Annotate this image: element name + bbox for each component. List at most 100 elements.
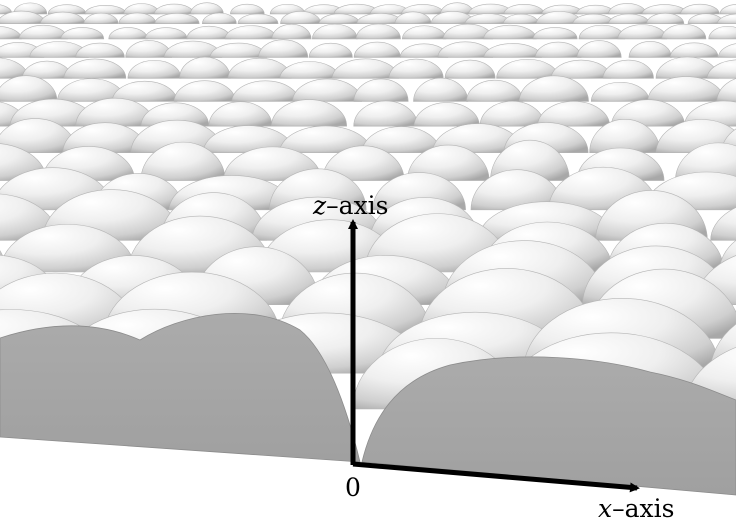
dome [47, 4, 87, 15]
dome [483, 24, 537, 40]
dome [173, 80, 236, 102]
dome [308, 42, 353, 58]
dome [0, 219, 7, 273]
dome [496, 59, 560, 79]
dome [719, 3, 736, 15]
dome [322, 145, 405, 181]
dome [716, 75, 736, 102]
dome [237, 13, 279, 24]
dome [271, 99, 347, 127]
dome [60, 27, 105, 40]
dome [680, 3, 720, 15]
cross-section-left [0, 313, 361, 463]
dome [535, 41, 582, 58]
dome [394, 11, 432, 24]
dome [140, 141, 226, 181]
dome [63, 58, 127, 79]
dome [318, 13, 360, 24]
dome [675, 142, 736, 181]
dome [719, 225, 736, 273]
dome [18, 24, 68, 40]
dome [353, 41, 401, 58]
axes [348, 219, 640, 493]
dome [537, 101, 611, 127]
dome [190, 2, 224, 15]
dome [208, 101, 273, 127]
dome [0, 142, 47, 181]
dome [258, 39, 309, 58]
dome [75, 42, 125, 58]
dome [550, 59, 612, 79]
dome [602, 59, 654, 79]
dome [706, 59, 736, 79]
dome [123, 3, 160, 15]
dome [108, 27, 148, 40]
dome [40, 11, 86, 24]
dome [279, 61, 340, 79]
dome [608, 13, 650, 24]
dome [483, 43, 542, 58]
dome [224, 25, 277, 40]
dome [202, 12, 237, 24]
dome [503, 13, 539, 24]
dome [209, 42, 267, 58]
dome [572, 13, 615, 24]
dome [532, 27, 578, 40]
dome [268, 168, 367, 211]
dome [466, 79, 524, 102]
dome [503, 4, 545, 15]
dome [710, 198, 736, 241]
dome [518, 75, 589, 102]
dome [292, 78, 362, 102]
dome [407, 144, 490, 181]
dome [646, 12, 685, 24]
dome [83, 12, 119, 24]
dome [140, 102, 210, 127]
dome [231, 80, 300, 102]
dome [355, 23, 401, 40]
dome [590, 81, 650, 102]
dome [479, 100, 545, 127]
dome [312, 23, 358, 40]
dome [271, 23, 312, 40]
dome [353, 100, 419, 127]
front-cross-section [0, 313, 736, 496]
dome [647, 76, 725, 102]
dome [576, 40, 622, 58]
z-axis-label: z–axis [312, 191, 389, 220]
dome [127, 59, 182, 79]
x-axis-label: x–axis [598, 494, 674, 523]
dome [608, 3, 647, 15]
dome [118, 12, 157, 24]
dome [154, 13, 200, 24]
dome [401, 25, 447, 40]
dome [0, 3, 13, 15]
origin-label: 0 [345, 473, 361, 502]
dome [0, 26, 22, 40]
x-axis-arrow [352, 461, 640, 493]
dome [444, 59, 496, 79]
dome [721, 118, 736, 153]
dome [230, 3, 265, 15]
dome [186, 25, 232, 40]
dome [708, 26, 736, 40]
dome [717, 13, 736, 24]
dome [694, 247, 736, 305]
dome [179, 56, 231, 79]
dome [144, 27, 188, 40]
dome [153, 3, 195, 15]
dome [0, 223, 136, 273]
dome [84, 4, 127, 15]
dome [661, 23, 707, 40]
cross-section-right [361, 356, 736, 496]
dome [669, 42, 719, 58]
dome [0, 75, 58, 102]
dome [617, 24, 668, 40]
dome [353, 78, 409, 102]
dome [331, 58, 400, 79]
dome [388, 58, 444, 79]
dome [413, 77, 469, 102]
dome [718, 42, 736, 58]
dome [628, 41, 672, 58]
